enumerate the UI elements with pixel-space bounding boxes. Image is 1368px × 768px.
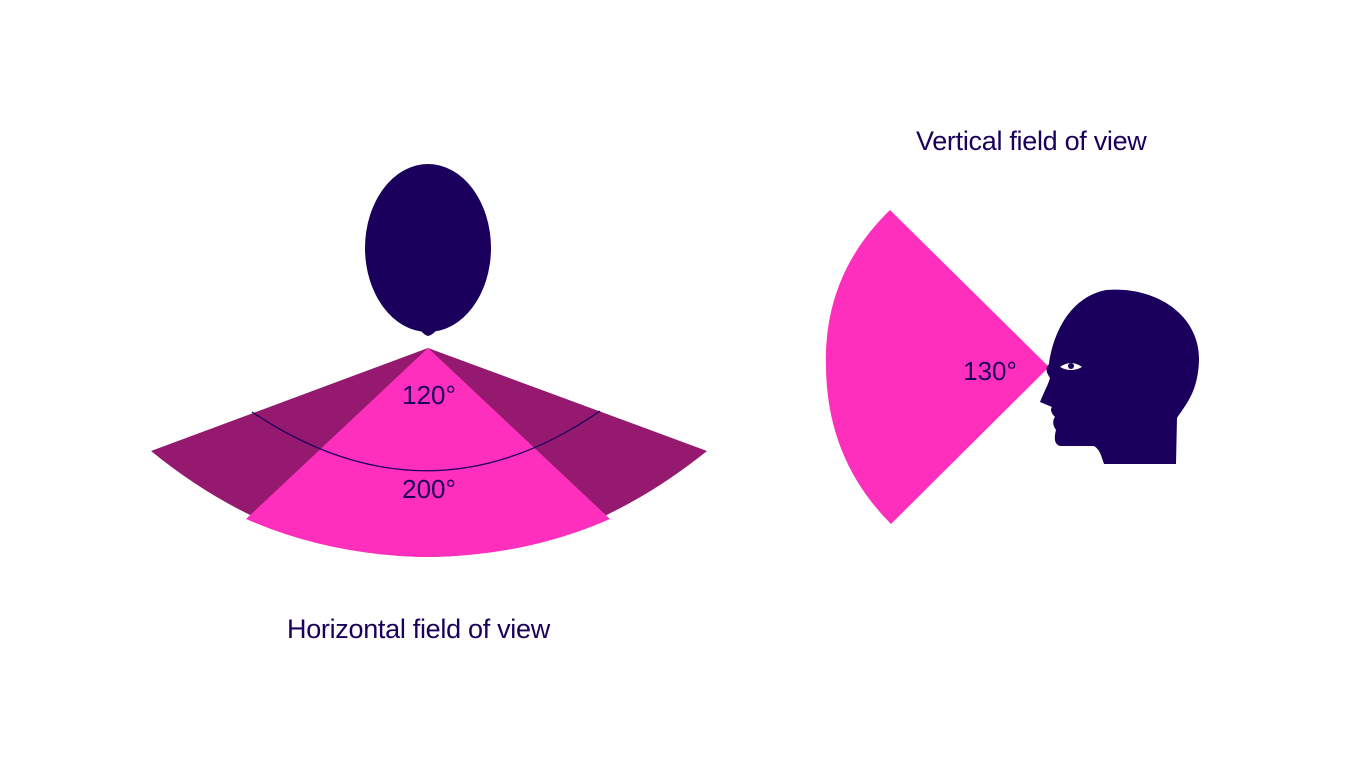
vertical-fov-wedge (825, 210, 1049, 524)
outer-angle-label: 200° (402, 474, 456, 504)
vertical-angle-label: 130° (963, 356, 1017, 386)
head-top-view-icon (365, 164, 491, 336)
horizontal-central-wedge (246, 348, 610, 557)
horizontal-fov-caption: Horizontal field of view (287, 614, 550, 644)
vertical-fov-caption: Vertical field of view (916, 126, 1147, 156)
horizontal-fov-group: 120° 200° (151, 164, 707, 557)
inner-angle-label: 120° (402, 380, 456, 410)
vertical-fov-group: 130° (825, 210, 1200, 524)
head-profile-icon (1040, 289, 1200, 464)
horizontal-angle-arc (251, 410, 601, 472)
